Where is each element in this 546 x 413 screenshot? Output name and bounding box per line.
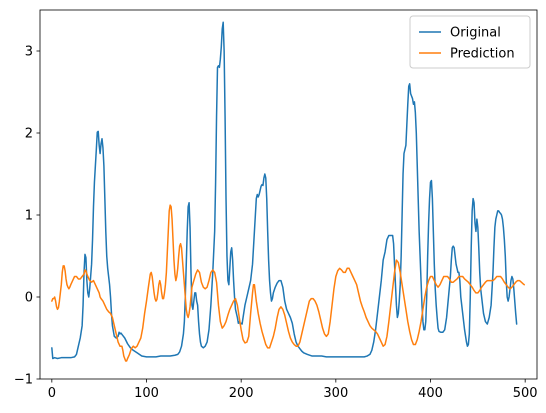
- legend-box: [409, 15, 531, 69]
- x-tick-label: 0: [48, 386, 56, 401]
- series-line-prediction: [51, 204, 525, 362]
- y-tick-label: 3: [25, 45, 33, 60]
- legend-label-original: Original: [450, 26, 501, 41]
- legend-label-prediction: Prediction: [450, 47, 515, 62]
- x-axis: 0 100 200 300 400 500: [48, 379, 538, 401]
- legend: Original Prediction: [409, 15, 531, 69]
- y-tick-label: −1: [14, 373, 33, 388]
- x-tick-label: 100: [134, 386, 159, 401]
- x-tick-label: 200: [229, 386, 254, 401]
- y-tick-label: 1: [25, 209, 33, 224]
- y-axis: −1 0 1 2 3: [14, 45, 40, 388]
- y-tick-label: 2: [25, 127, 33, 142]
- series-layer: [51, 21, 525, 362]
- series-line-original: [51, 21, 518, 360]
- y-tick-label: 0: [25, 291, 33, 306]
- x-tick-label: 300: [323, 386, 348, 401]
- x-tick-label: 500: [513, 386, 538, 401]
- plot-frame: [39, 9, 538, 380]
- x-tick-label: 400: [418, 386, 443, 401]
